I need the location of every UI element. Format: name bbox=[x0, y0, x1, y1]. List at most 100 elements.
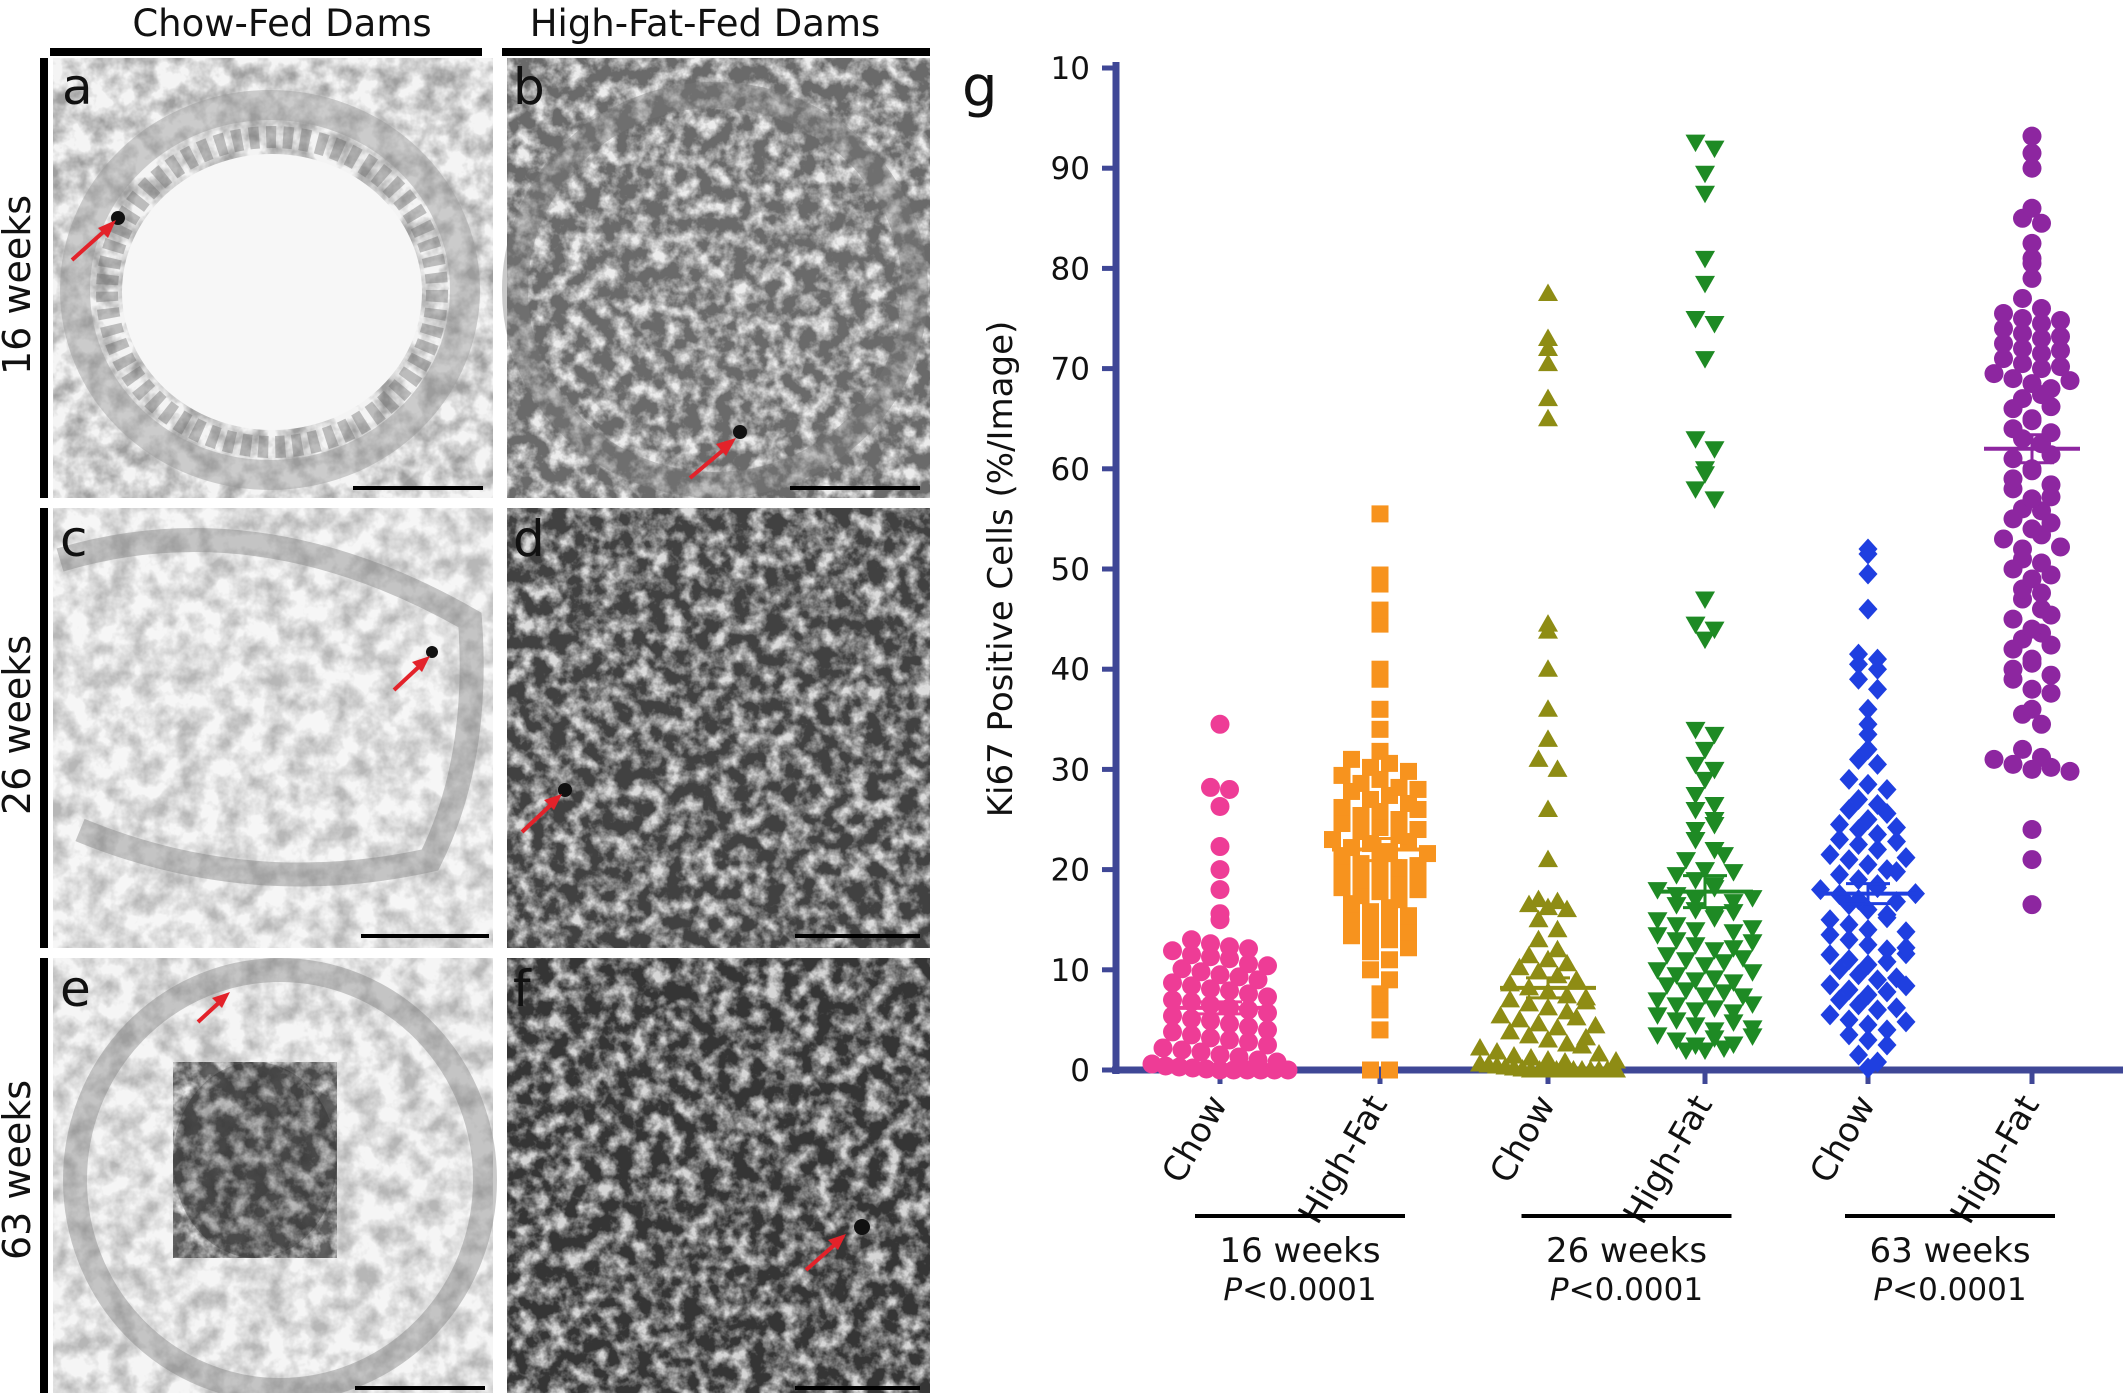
data-point bbox=[1519, 1025, 1539, 1044]
data-point bbox=[1877, 981, 1897, 1003]
data-point bbox=[1647, 1007, 1668, 1025]
data-point bbox=[1343, 927, 1360, 945]
data-point bbox=[1858, 1014, 1878, 1036]
data-point bbox=[1509, 1009, 1530, 1028]
data-point bbox=[1742, 920, 1763, 938]
data-point bbox=[1858, 1029, 1878, 1051]
panel-letter-a: a bbox=[62, 58, 93, 116]
pvalue-p: P bbox=[1873, 1272, 1892, 1308]
data-point bbox=[1820, 1004, 1840, 1026]
pvalue-threshold: <0.0001 bbox=[1242, 1272, 1376, 1308]
column-header-highfat-bar bbox=[502, 48, 930, 56]
data-point bbox=[1172, 1040, 1192, 1060]
data-point bbox=[1685, 1017, 1706, 1035]
row-bar-63 bbox=[40, 958, 48, 1393]
data-point bbox=[2022, 233, 2042, 253]
data-point bbox=[1685, 822, 1706, 840]
data-point bbox=[2022, 820, 2042, 840]
data-point bbox=[1868, 753, 1887, 775]
data-point bbox=[1538, 353, 1558, 372]
data-point bbox=[1704, 491, 1725, 509]
data-point bbox=[1409, 821, 1427, 839]
data-point bbox=[1333, 815, 1351, 833]
data-point bbox=[1371, 505, 1389, 523]
data-point bbox=[1647, 927, 1668, 945]
data-point bbox=[1742, 934, 1763, 952]
data-point bbox=[1994, 529, 2013, 549]
data-point bbox=[2032, 298, 2051, 318]
data-point bbox=[1657, 977, 1677, 995]
data-point bbox=[1220, 937, 1239, 957]
data-point bbox=[1704, 621, 1725, 640]
data-point bbox=[1239, 1017, 1258, 1037]
data-point bbox=[1352, 774, 1370, 792]
data-point bbox=[1704, 140, 1725, 159]
data-point bbox=[1528, 961, 1549, 980]
data-point bbox=[1362, 935, 1379, 953]
data-point bbox=[1666, 1032, 1687, 1050]
data-point bbox=[1333, 766, 1351, 784]
data-point bbox=[1685, 134, 1706, 153]
data-point bbox=[1742, 1020, 1763, 1038]
data-point bbox=[1163, 973, 1182, 993]
micrograph-d: d bbox=[507, 508, 930, 948]
data-point bbox=[1849, 788, 1868, 810]
y-tick-label: 10 bbox=[1051, 51, 1090, 87]
data-point bbox=[1723, 864, 1744, 882]
data-point bbox=[1714, 954, 1734, 972]
data-point bbox=[1557, 953, 1577, 972]
data-point bbox=[1324, 831, 1341, 849]
data-point bbox=[2022, 679, 2042, 699]
data-point bbox=[1509, 957, 1530, 976]
data-point bbox=[1868, 1051, 1887, 1073]
data-point bbox=[2013, 339, 2032, 359]
chart-panel-letter: g bbox=[962, 55, 998, 120]
pvalue-threshold: <0.0001 bbox=[1892, 1272, 2026, 1308]
row-label-16-weeks: 16 weeks bbox=[0, 195, 39, 375]
data-point bbox=[1877, 859, 1897, 881]
data-point bbox=[1849, 643, 1868, 665]
data-point bbox=[1685, 311, 1706, 329]
data-point bbox=[1858, 698, 1878, 720]
data-point bbox=[1723, 940, 1744, 958]
data-point bbox=[1685, 616, 1706, 635]
data-point bbox=[1163, 990, 1182, 1010]
data-point bbox=[1172, 959, 1192, 979]
data-point bbox=[1685, 786, 1706, 805]
data-point bbox=[2013, 739, 2032, 759]
data-point bbox=[1362, 961, 1379, 979]
data-point bbox=[1704, 761, 1725, 780]
data-point bbox=[1723, 1036, 1744, 1054]
data-point bbox=[1201, 1011, 1220, 1031]
data-point bbox=[1695, 771, 1715, 790]
data-point bbox=[1858, 538, 1878, 560]
data-point bbox=[1490, 1005, 1511, 1024]
data-point bbox=[2022, 850, 2042, 870]
micrograph-a: a bbox=[53, 58, 493, 498]
data-point bbox=[1555, 1051, 1575, 1070]
data-point bbox=[1352, 871, 1370, 889]
data-point bbox=[1210, 837, 1230, 857]
data-point bbox=[1547, 891, 1568, 910]
data-point bbox=[1704, 796, 1725, 815]
data-point bbox=[1538, 328, 1558, 347]
data-point bbox=[1371, 1001, 1389, 1019]
data-point bbox=[1877, 939, 1897, 961]
data-point bbox=[1163, 1006, 1182, 1026]
data-point bbox=[1390, 875, 1408, 893]
data-point bbox=[1858, 598, 1878, 620]
data-point bbox=[1830, 814, 1849, 836]
data-point bbox=[1896, 1011, 1916, 1033]
data-point bbox=[1685, 801, 1706, 820]
x-category-label: High-Fat bbox=[1291, 1089, 1396, 1231]
data-point bbox=[2022, 126, 2042, 146]
y-axis-label: Ki67 Positive Cells (%/Image) bbox=[981, 321, 1021, 818]
data-point bbox=[1371, 660, 1389, 678]
data-point bbox=[1538, 1049, 1558, 1068]
data-point bbox=[1352, 823, 1370, 841]
data-point bbox=[1839, 979, 1859, 1001]
data-point bbox=[1666, 867, 1687, 885]
data-point bbox=[1695, 275, 1715, 294]
data-point bbox=[1984, 364, 2004, 384]
data-point bbox=[1647, 992, 1668, 1010]
